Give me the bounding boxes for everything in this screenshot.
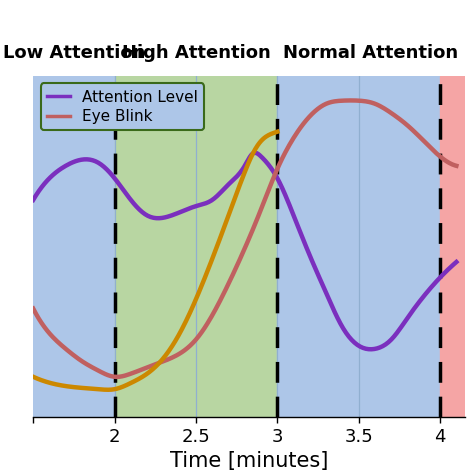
X-axis label: Time [minutes]: Time [minutes] bbox=[170, 451, 328, 471]
Text: Normal Attention: Normal Attention bbox=[283, 44, 458, 62]
Text: Low Attention: Low Attention bbox=[3, 44, 145, 62]
Bar bbox=[440, 76, 465, 417]
Legend: Attention Level, Eye Blink: Attention Level, Eye Blink bbox=[41, 83, 204, 130]
Text: High Attention: High Attention bbox=[121, 44, 270, 62]
Bar bbox=[115, 76, 277, 417]
Bar bbox=[277, 76, 465, 417]
Bar bbox=[33, 76, 115, 417]
